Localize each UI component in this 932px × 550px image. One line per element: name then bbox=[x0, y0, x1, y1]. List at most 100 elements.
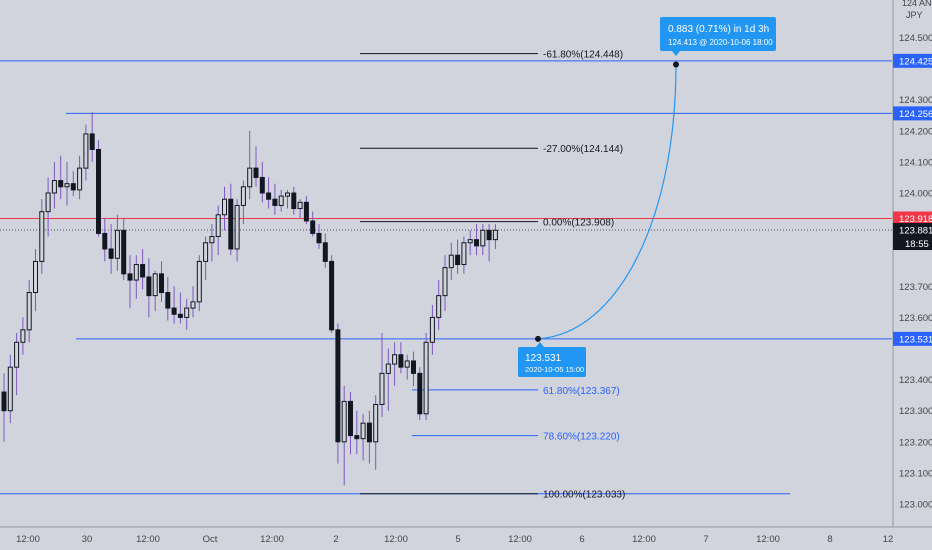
candle[interactable] bbox=[228, 198, 234, 250]
price-badge-label: 123.531 bbox=[899, 334, 932, 345]
price-badge bbox=[893, 106, 932, 121]
candle[interactable] bbox=[83, 133, 89, 169]
projection-start-price: 123.531 bbox=[525, 353, 562, 364]
candle[interactable] bbox=[297, 201, 303, 210]
candle[interactable] bbox=[177, 313, 183, 318]
candle[interactable] bbox=[366, 422, 372, 443]
candle[interactable] bbox=[285, 192, 290, 197]
candle[interactable] bbox=[404, 360, 410, 368]
candle[interactable] bbox=[7, 366, 13, 412]
candle[interactable] bbox=[165, 292, 171, 309]
candle[interactable] bbox=[455, 254, 461, 266]
candle[interactable] bbox=[127, 273, 133, 281]
candle[interactable] bbox=[51, 180, 57, 194]
candle[interactable] bbox=[486, 229, 492, 241]
candle[interactable] bbox=[429, 316, 435, 343]
price-axis-background bbox=[893, 0, 932, 550]
candle[interactable] bbox=[152, 273, 158, 297]
x-tick-label: 12:00 bbox=[384, 534, 408, 545]
projection-end-point[interactable] bbox=[673, 61, 679, 68]
candle[interactable] bbox=[379, 372, 385, 405]
candle[interactable] bbox=[310, 220, 316, 234]
candle[interactable] bbox=[89, 133, 95, 150]
candle[interactable] bbox=[480, 229, 486, 247]
candle[interactable] bbox=[385, 363, 391, 374]
candle[interactable] bbox=[448, 254, 454, 269]
candle[interactable] bbox=[133, 264, 139, 281]
candle[interactable] bbox=[467, 239, 473, 244]
y-tick-label: 123.300 bbox=[899, 406, 932, 417]
candle[interactable] bbox=[240, 186, 246, 206]
candle[interactable] bbox=[329, 260, 335, 331]
candle[interactable] bbox=[417, 372, 423, 415]
candle[interactable] bbox=[253, 167, 259, 178]
candle[interactable] bbox=[303, 201, 309, 222]
candle[interactable] bbox=[121, 229, 127, 275]
candle[interactable] bbox=[203, 242, 209, 262]
candle[interactable] bbox=[272, 198, 278, 206]
candle[interactable] bbox=[1, 391, 7, 412]
candle[interactable] bbox=[360, 422, 366, 440]
candle[interactable] bbox=[222, 198, 227, 216]
candle[interactable] bbox=[190, 301, 196, 309]
time-axis-background bbox=[0, 527, 932, 550]
x-tick-label: 12:00 bbox=[632, 534, 656, 545]
candle[interactable] bbox=[247, 167, 253, 188]
price-badge bbox=[893, 53, 932, 68]
candle[interactable] bbox=[278, 195, 284, 206]
projection-start-point[interactable] bbox=[535, 335, 541, 342]
candle[interactable] bbox=[392, 354, 398, 365]
candle[interactable] bbox=[39, 211, 45, 262]
y-tick-label: 124.300 bbox=[899, 95, 932, 106]
candle[interactable] bbox=[322, 242, 328, 262]
candle[interactable] bbox=[102, 232, 108, 250]
candle[interactable] bbox=[341, 400, 347, 443]
candle[interactable] bbox=[335, 329, 341, 443]
candle[interactable] bbox=[354, 435, 360, 440]
projection-start-label-pointer bbox=[536, 342, 544, 347]
candle[interactable] bbox=[26, 292, 32, 331]
candle[interactable] bbox=[159, 273, 164, 294]
x-tick-label: 12:00 bbox=[16, 534, 40, 545]
candle[interactable] bbox=[291, 192, 297, 210]
candle[interactable] bbox=[259, 176, 265, 194]
candle[interactable] bbox=[474, 239, 479, 247]
candle[interactable] bbox=[234, 204, 240, 250]
candle[interactable] bbox=[140, 264, 146, 278]
candle[interactable] bbox=[184, 307, 190, 318]
candle[interactable] bbox=[398, 354, 404, 368]
candle[interactable] bbox=[33, 260, 38, 294]
candle[interactable] bbox=[411, 360, 416, 374]
candle[interactable] bbox=[461, 242, 467, 266]
candle[interactable] bbox=[146, 276, 152, 297]
candle[interactable] bbox=[215, 214, 221, 238]
candle[interactable] bbox=[20, 329, 26, 343]
candle[interactable] bbox=[77, 167, 83, 191]
candle[interactable] bbox=[316, 232, 322, 244]
candle[interactable] bbox=[58, 180, 64, 188]
fib-level-label: 78.60%(123.220) bbox=[543, 432, 620, 443]
candle[interactable] bbox=[70, 183, 76, 191]
candle[interactable] bbox=[96, 148, 101, 234]
candle[interactable] bbox=[436, 295, 442, 318]
last-price-label: 123.881 bbox=[899, 226, 932, 237]
candle[interactable] bbox=[373, 403, 379, 443]
candle[interactable] bbox=[45, 192, 51, 213]
projection-end-line2: 124.413 @ 2020-10-06 18:00 bbox=[668, 38, 773, 47]
x-tick-label: 2 bbox=[333, 534, 338, 545]
candle[interactable] bbox=[64, 183, 70, 188]
candle[interactable] bbox=[266, 192, 272, 200]
candle[interactable] bbox=[442, 267, 448, 297]
candle[interactable] bbox=[171, 307, 177, 315]
candle[interactable] bbox=[108, 248, 114, 259]
candle[interactable] bbox=[114, 229, 120, 259]
candle[interactable] bbox=[196, 260, 202, 303]
candle[interactable] bbox=[348, 400, 353, 437]
candle[interactable] bbox=[423, 341, 429, 415]
candle[interactable] bbox=[209, 236, 215, 244]
candle[interactable] bbox=[14, 341, 20, 368]
projection-curve[interactable] bbox=[537, 64, 677, 340]
candle[interactable] bbox=[492, 229, 498, 241]
price-badge-label: 124.425 bbox=[899, 56, 932, 67]
